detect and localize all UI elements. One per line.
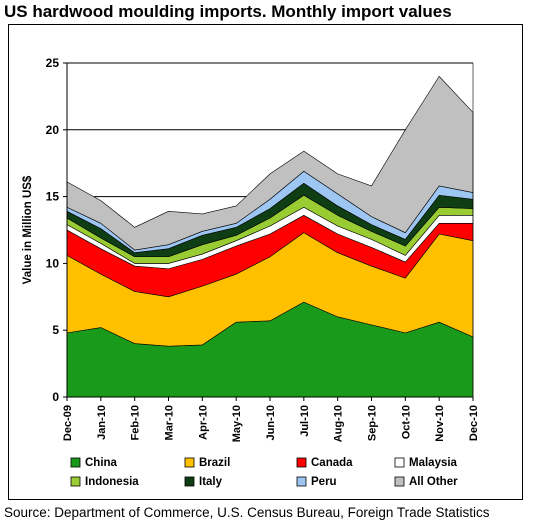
legend-swatch-all-other: [394, 476, 405, 487]
x-tick-label: Dec-09: [62, 405, 74, 441]
x-tick-label: Mar-10: [164, 405, 176, 440]
x-tick-label: Feb-10: [130, 405, 142, 440]
x-tick-label: Jun-10: [265, 405, 277, 440]
y-tick-label: 0: [52, 390, 59, 404]
source-note: Source: Department of Commerce, U.S. Cen…: [4, 505, 490, 520]
x-tick-label: Oct-10: [400, 405, 412, 439]
legend-swatch-brazil: [184, 457, 195, 468]
x-tick-label: Jul-10: [299, 405, 311, 437]
x-tick-label: Jan-10: [96, 405, 108, 440]
legend-swatch-china: [70, 457, 81, 468]
x-tick-label: May-10: [231, 405, 243, 442]
legend-swatch-italy: [184, 476, 195, 487]
x-tick-label: Sep-10: [367, 405, 379, 441]
y-tick-label: 10: [46, 256, 60, 270]
chart-frame: 0 5 10 15 20 25 Value in Million US$ Dec-09 Jan-…: [8, 24, 523, 500]
legend-label-brazil: Brazil: [199, 457, 230, 469]
x-tick-label: Aug-10: [333, 405, 345, 442]
legend-swatch-malaysia: [394, 457, 405, 468]
legend-label-all-other: All Other: [409, 476, 458, 488]
chart-title: US hardwood moulding imports. Monthly im…: [4, 2, 452, 21]
x-tick-label: Nov-10: [434, 405, 446, 442]
y-tick-label: 20: [46, 123, 60, 137]
y-tick-label: 25: [46, 56, 60, 70]
legend-label-malaysia: Malaysia: [409, 457, 458, 469]
y-tick-label: 15: [46, 190, 60, 204]
legend-label-italy: Italy: [199, 476, 223, 488]
legend-swatch-canada: [296, 457, 307, 468]
legend-swatch-peru: [296, 476, 307, 487]
x-tick-label: Apr-10: [197, 405, 209, 440]
y-tick-label: 5: [52, 323, 59, 337]
legend-swatch-indonesia: [70, 476, 81, 487]
y-axis-label: Value in Million US$: [22, 175, 34, 284]
legend-label-canada: Canada: [311, 457, 353, 469]
x-tick-label: Dec-10: [468, 405, 480, 441]
legend-label-peru: Peru: [311, 476, 337, 488]
stacked-area-chart: 0 5 10 15 20 25 Value in Million US$ Dec-09 Jan-…: [22, 56, 480, 488]
legend-label-indonesia: Indonesia: [85, 476, 139, 488]
legend-label-china: China: [85, 457, 118, 469]
